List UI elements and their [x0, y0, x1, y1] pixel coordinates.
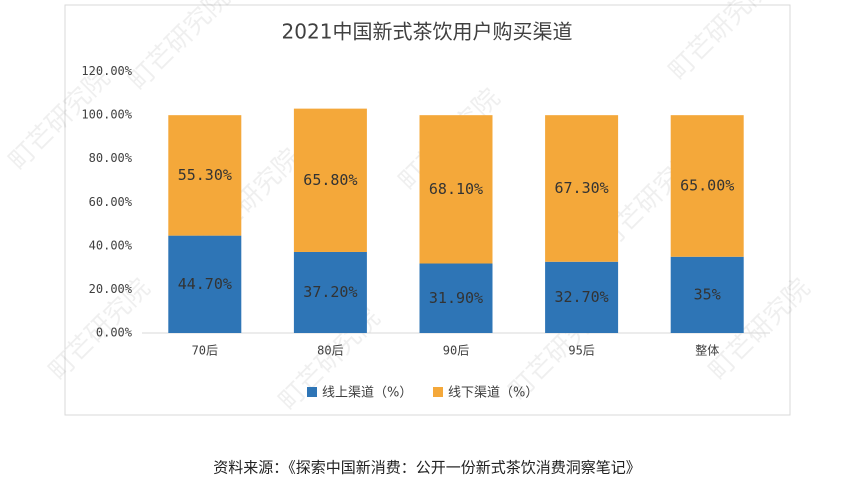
watermark: 町芒研究院 [663, 0, 776, 86]
y-tick-label: 120.00% [81, 64, 132, 78]
x-tick-label: 90后 [443, 344, 469, 358]
x-tick-label: 整体 [695, 343, 719, 358]
bar-segment [293, 251, 367, 333]
value-label: 32.70% [555, 288, 609, 306]
x-tick-label: 95后 [568, 344, 594, 358]
bar-segment [670, 256, 744, 333]
value-label: 65.80% [303, 171, 357, 189]
value-label: 55.30% [178, 166, 232, 184]
bar-segment [670, 115, 744, 257]
legend-swatch [433, 387, 443, 397]
chart-title: 2021中国新式茶饮用户购买渠道 [282, 20, 573, 44]
legend-label: 线上渠道（%） [322, 386, 412, 401]
value-label: 35% [694, 285, 721, 303]
bar-segment [419, 115, 493, 264]
y-tick-label: 20.00% [89, 282, 133, 296]
x-tick-label: 70后 [192, 344, 218, 358]
y-tick-label: 100.00% [81, 108, 132, 122]
legend-label: 线下渠道（%） [448, 386, 538, 401]
legend-swatch [307, 387, 317, 397]
value-label: 37.20% [303, 283, 357, 301]
y-tick-label: 60.00% [89, 195, 133, 209]
y-tick-label: 0.00% [96, 326, 133, 340]
value-label: 65.00% [680, 176, 734, 194]
source-note: 资料来源：《探索中国新消费：公开一份新式茶饮消费洞察笔记》 [213, 459, 641, 477]
bar-segment [545, 261, 619, 333]
y-tick-label: 80.00% [89, 151, 133, 165]
chart-frame [64, 4, 791, 416]
bar-segment [168, 115, 242, 236]
watermark: 町芒研究院 [123, 0, 236, 96]
x-tick-label: 80后 [317, 344, 343, 358]
bar-segment [293, 108, 367, 252]
value-label: 44.70% [178, 275, 232, 293]
value-label: 67.30% [555, 179, 609, 197]
y-tick-label: 40.00% [89, 238, 133, 252]
bar-segment [545, 115, 619, 262]
bar-segment [168, 235, 242, 333]
bar-segment [419, 263, 493, 333]
value-label: 68.10% [429, 180, 483, 198]
value-label: 31.90% [429, 289, 483, 307]
